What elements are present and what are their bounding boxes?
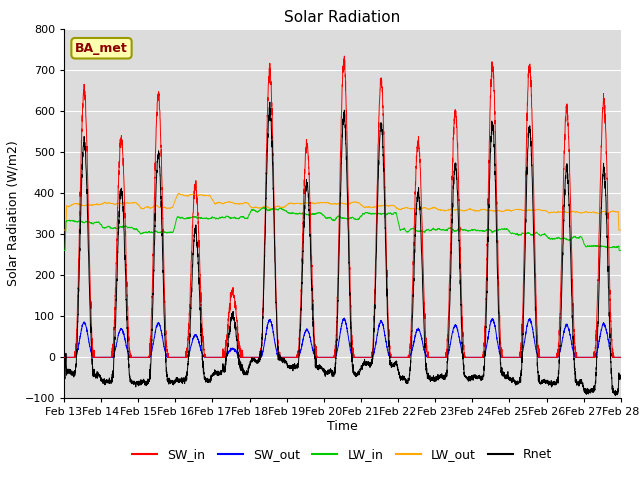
Text: BA_met: BA_met bbox=[75, 42, 128, 55]
Y-axis label: Solar Radiation (W/m2): Solar Radiation (W/m2) bbox=[6, 141, 19, 287]
Title: Solar Radiation: Solar Radiation bbox=[284, 10, 401, 25]
X-axis label: Time: Time bbox=[327, 420, 358, 433]
Legend: SW_in, SW_out, LW_in, LW_out, Rnet: SW_in, SW_out, LW_in, LW_out, Rnet bbox=[127, 443, 557, 466]
